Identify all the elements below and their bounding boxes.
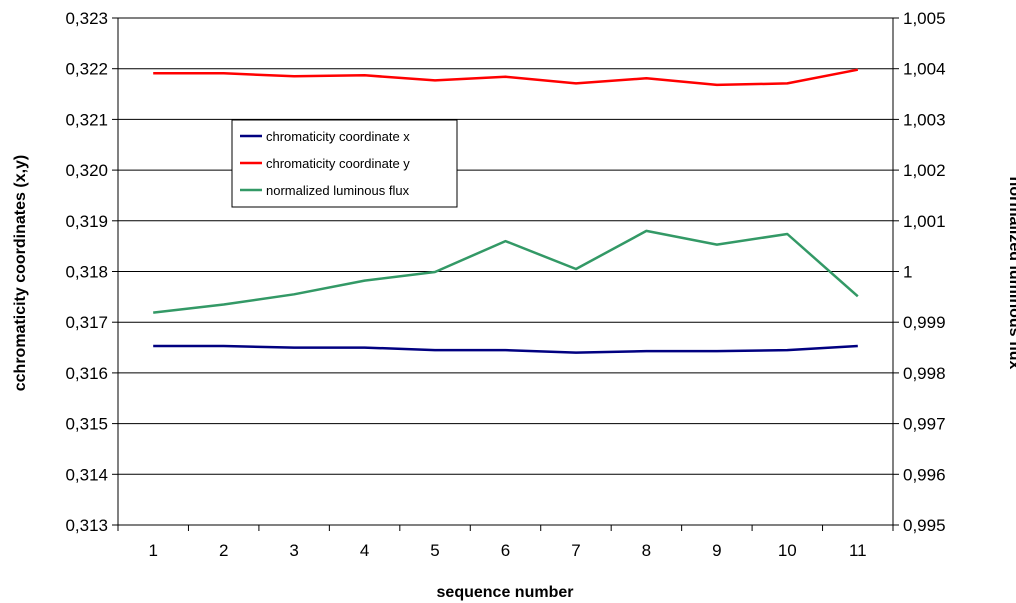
y2-axis-title: normalized luminous flux — [1006, 177, 1016, 370]
left-tick-label: 0,317 — [65, 313, 108, 332]
right-tick-label: 1,005 — [903, 9, 946, 28]
x-axis-ticks: 1 2 3 4 5 6 7 8 9 10 11 — [117, 525, 894, 560]
x-tick-label: 7 — [571, 541, 580, 560]
x-tick-label: 6 — [501, 541, 510, 560]
left-tick-label: 0,321 — [65, 110, 108, 129]
legend-label: normalized luminous flux — [266, 183, 410, 198]
legend-label: chromaticity coordinate x — [266, 129, 410, 144]
legend-item: chromaticity coordinate y — [240, 156, 410, 171]
legend-box — [231, 119, 458, 208]
left-tick-label: 0,322 — [65, 60, 108, 79]
left-tick-label: 0,320 — [65, 161, 108, 180]
left-tick-label: 0,319 — [65, 212, 108, 231]
x-tick-label: 1 — [148, 541, 157, 560]
right-tick-label: 1,003 — [903, 110, 946, 129]
series-layer — [153, 68, 859, 354]
right-tick-label: 1,004 — [903, 60, 946, 79]
left-tick-label: 0,315 — [65, 415, 108, 434]
series-line-1 — [153, 344, 858, 354]
x-tick-label: 3 — [289, 541, 298, 560]
x-tick-label: 8 — [642, 541, 651, 560]
legend-label: chromaticity coordinate y — [266, 156, 410, 171]
series-line-2 — [153, 68, 859, 87]
left-axis-ticks: 0,313 0,314 0,315 0,316 0,317 0,318 0,319 0,320… — [65, 9, 118, 535]
x-tick-label: 9 — [712, 541, 721, 560]
left-tick-label: 0,314 — [65, 465, 108, 484]
left-tick-label: 0,316 — [65, 364, 108, 383]
x-tick-label: 5 — [430, 541, 439, 560]
x-tick-label: 11 — [849, 541, 867, 560]
right-tick-label: 1 — [903, 263, 912, 282]
legend: chromaticity coordinate x chromaticity c… — [231, 119, 458, 208]
right-tick-label: 0,998 — [903, 364, 946, 383]
right-tick-label: 1,001 — [903, 212, 946, 231]
left-tick-label: 0,318 — [65, 263, 108, 282]
left-tick-label: 0,323 — [65, 9, 108, 28]
legend-item: normalized luminous flux — [240, 183, 410, 198]
x-tick-label: 10 — [778, 541, 797, 560]
x-tick-label: 2 — [219, 541, 228, 560]
right-tick-label: 0,999 — [903, 313, 946, 332]
right-tick-label: 0,997 — [903, 415, 946, 434]
right-tick-label: 0,996 — [903, 465, 946, 484]
right-axis-ticks: 0,995 0,996 0,997 0,998 0,999 1 1,001 1,002 1,00… — [893, 9, 946, 535]
y-axis-title: cchromaticity coordinates (x,y) — [12, 155, 29, 392]
x-tick-label: 4 — [360, 541, 369, 560]
right-tick-label: 1,002 — [903, 161, 946, 180]
x-axis-title: sequence number — [437, 584, 574, 601]
right-tick-label: 0,995 — [903, 516, 946, 535]
legend-item: chromaticity coordinate x — [240, 129, 410, 144]
left-tick-label: 0,313 — [65, 516, 108, 535]
